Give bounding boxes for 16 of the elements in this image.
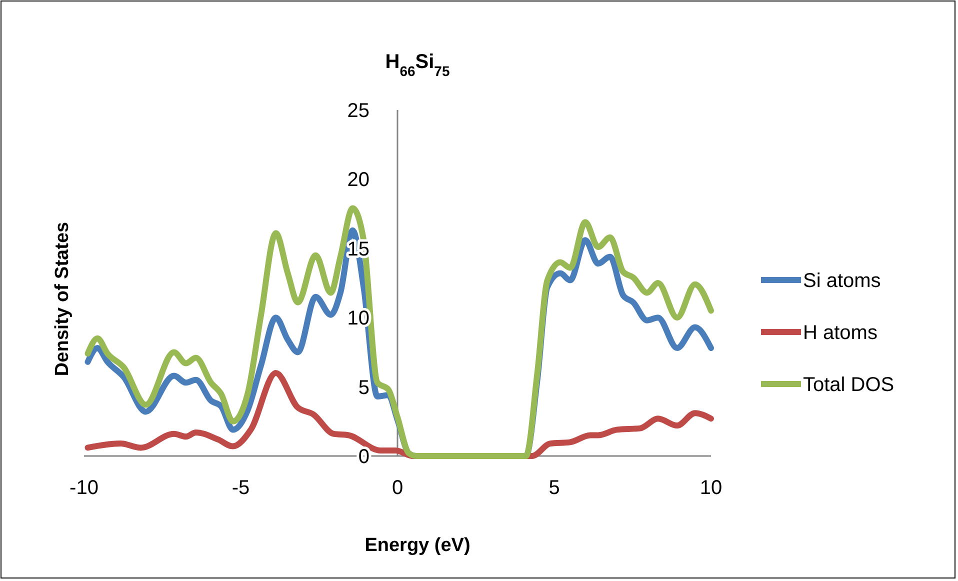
- y-tick-label: 5: [358, 376, 370, 399]
- y-tick-label: 20: [347, 169, 370, 192]
- x-tick-label: -10: [70, 477, 98, 499]
- chart-title: H$_{66}$Si$_{75}$: [385, 51, 450, 79]
- legend-label: Si atoms: [803, 270, 881, 292]
- x-tick-label: 5: [548, 477, 560, 499]
- x-axis-title: Energy (eV): [364, 535, 470, 556]
- x-tick-label: 10: [700, 477, 722, 499]
- legend-label: Total DOS: [803, 374, 894, 396]
- y-axis-title: Density of States: [52, 222, 73, 376]
- y-tick-label: 15: [347, 238, 370, 260]
- x-tick-label: 0: [392, 477, 404, 499]
- y-tick-label: 25: [347, 100, 370, 122]
- y-tick-label: 0: [358, 446, 370, 468]
- x-tick-label: -5: [232, 477, 250, 499]
- legend-label: H atoms: [803, 322, 878, 344]
